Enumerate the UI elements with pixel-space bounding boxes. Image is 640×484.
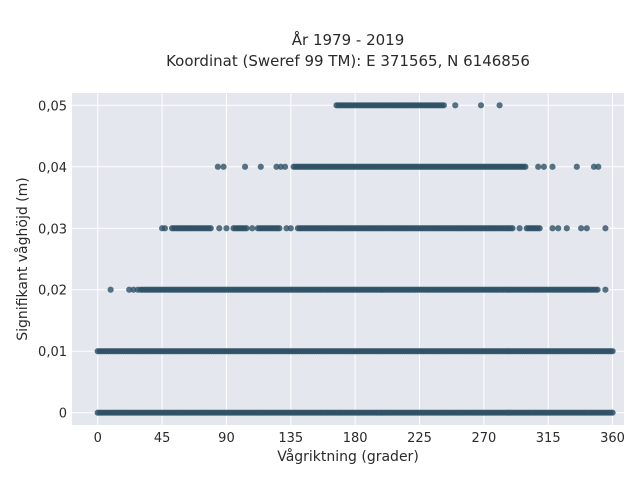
- data-point: [214, 163, 221, 170]
- y-axis-label: Signifikant våghöjd (m): [14, 177, 31, 340]
- data-point: [243, 225, 250, 232]
- plot-area: [72, 93, 624, 425]
- x-tick-label: 225: [407, 431, 432, 446]
- data-point: [283, 225, 290, 232]
- data-point: [549, 225, 556, 232]
- data-point: [535, 163, 542, 170]
- data-point: [609, 409, 616, 416]
- data-point: [440, 102, 447, 109]
- x-tick-label: 90: [218, 431, 235, 446]
- data-point: [594, 286, 601, 293]
- data-point: [134, 286, 141, 293]
- x-tick-label: 315: [536, 431, 561, 446]
- data-point: [287, 225, 294, 232]
- data-point: [563, 225, 570, 232]
- x-tick-label: 45: [154, 431, 171, 446]
- y-tick-labels: 0 0,01 0,02 0,03 0,04 0,05: [38, 99, 67, 421]
- data-point: [161, 225, 169, 232]
- data-point: [496, 102, 503, 109]
- data-point: [216, 225, 223, 232]
- y-tick-label: 0,01: [38, 345, 67, 360]
- data-point: [516, 225, 523, 232]
- data-point: [549, 163, 556, 170]
- y-tick-label: 0: [59, 407, 67, 422]
- data-point: [602, 286, 609, 293]
- data-point: [249, 225, 256, 232]
- y-tick-label: 0,03: [38, 222, 67, 237]
- point-row-0: [94, 409, 616, 416]
- data-point: [257, 163, 264, 170]
- data-point: [452, 102, 459, 109]
- data-point: [590, 163, 598, 170]
- point-row-1: [94, 348, 616, 355]
- x-tick-label: 180: [343, 431, 368, 446]
- data-point: [107, 286, 114, 293]
- x-axis-label: Vågriktning (grader): [277, 448, 419, 465]
- data-point: [241, 163, 249, 170]
- data-point: [536, 225, 543, 232]
- chart-title-line-2: Koordinat (Sweref 99 TM): E 371565, N 61…: [166, 52, 530, 70]
- x-tick-label: 0: [94, 431, 102, 446]
- chart-title-line-1: År 1979 - 2019: [292, 30, 405, 49]
- data-point: [126, 286, 133, 293]
- data-point: [540, 163, 548, 170]
- x-tick-label: 360: [600, 431, 625, 446]
- point-row-2: [107, 286, 609, 293]
- data-point: [220, 163, 227, 170]
- data-point: [609, 348, 616, 355]
- data-point: [577, 225, 585, 232]
- data-point: [555, 225, 562, 232]
- data-point: [573, 163, 580, 170]
- x-tick-labels: 0 45 90 135 180 225 270 315 360: [94, 431, 625, 446]
- y-tick-label: 0,04: [38, 161, 67, 176]
- y-tick-label: 0,05: [38, 99, 67, 114]
- point-row-3: [158, 225, 609, 232]
- data-point: [522, 163, 529, 170]
- data-point: [595, 163, 602, 170]
- y-tick-label: 0,02: [38, 284, 67, 299]
- point-row-4: [214, 163, 602, 170]
- data-point: [273, 163, 280, 170]
- data-points: [94, 102, 616, 416]
- data-point: [477, 102, 485, 109]
- x-tick-label: 135: [278, 431, 303, 446]
- data-point: [223, 225, 230, 232]
- data-point: [583, 225, 590, 232]
- x-tick-label: 270: [471, 431, 496, 446]
- data-point: [602, 225, 609, 232]
- data-point: [276, 225, 283, 232]
- point-row-5: [333, 102, 503, 109]
- data-point: [207, 225, 214, 232]
- data-point: [281, 163, 289, 170]
- data-point: [509, 225, 516, 232]
- data-point: [130, 286, 137, 293]
- data-point: [277, 163, 284, 170]
